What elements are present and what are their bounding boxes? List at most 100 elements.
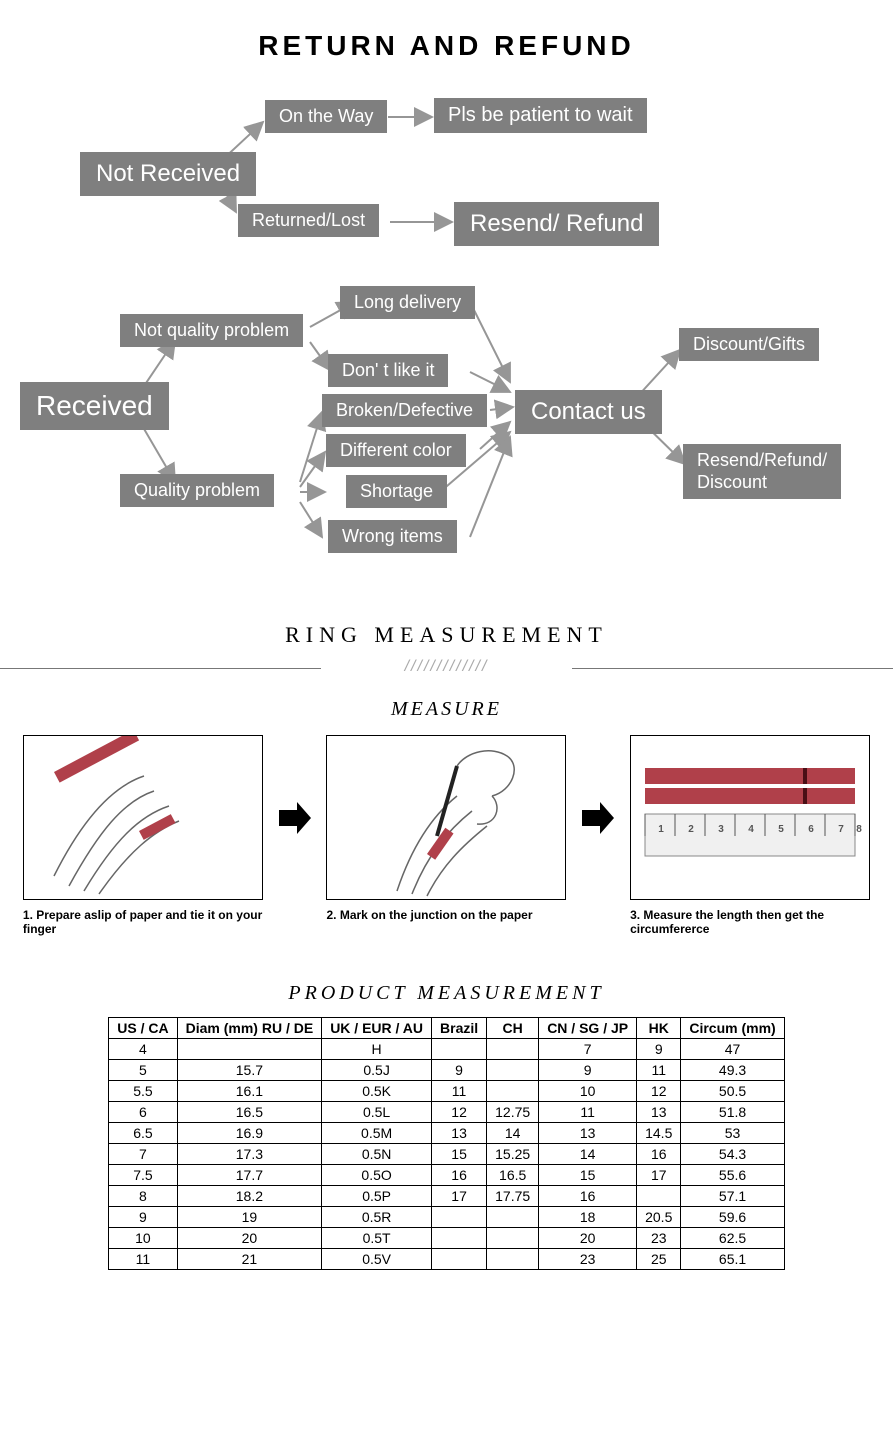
measure-step-3: 123 456 78 3. Measure the length then ge…	[630, 735, 870, 936]
table-cell: 23	[539, 1249, 637, 1270]
table-cell: 16	[539, 1186, 637, 1207]
table-cell: 13	[432, 1123, 487, 1144]
table-cell: 51.8	[681, 1102, 784, 1123]
table-cell	[487, 1228, 539, 1249]
table-cell: 17	[432, 1186, 487, 1207]
table-cell: 49.3	[681, 1060, 784, 1081]
table-cell: 18.2	[177, 1186, 322, 1207]
table-cell	[487, 1039, 539, 1060]
arrow-2	[580, 735, 616, 900]
table-cell: 16	[432, 1165, 487, 1186]
table-cell: 17.3	[177, 1144, 322, 1165]
table-cell: 21	[177, 1249, 322, 1270]
node-pls-patient: Pls be patient to wait	[434, 98, 647, 133]
table-cell: 0.5N	[322, 1144, 432, 1165]
table-cell: 62.5	[681, 1228, 784, 1249]
table-cell: 0.5J	[322, 1060, 432, 1081]
table-header: Brazil	[432, 1018, 487, 1039]
table-cell: 9	[539, 1060, 637, 1081]
size-table: US / CADiam (mm) RU / DEUK / EUR / AUBra…	[108, 1017, 784, 1270]
measure-header: MEASURE	[0, 698, 893, 721]
table-row: 6.516.90.5M13141314.553	[109, 1123, 784, 1144]
table-cell: 8	[109, 1186, 177, 1207]
measure-step-2-caption: 2. Mark on the junction on the paper	[326, 908, 566, 922]
table-cell: 12	[432, 1102, 487, 1123]
measure-illustration-2	[326, 735, 566, 900]
ring-measurement-header: RING MEASUREMENT	[0, 622, 893, 648]
table-cell: 11	[432, 1081, 487, 1102]
table-cell: 20	[177, 1228, 322, 1249]
node-quality: Quality problem	[120, 474, 274, 507]
svg-text:1: 1	[658, 824, 664, 835]
table-cell: 15	[432, 1144, 487, 1165]
table-row: 5.516.10.5K11101250.5	[109, 1081, 784, 1102]
table-cell: 6	[109, 1102, 177, 1123]
table-cell: 15.7	[177, 1060, 322, 1081]
measure-illustration-3: 123 456 78	[630, 735, 870, 900]
product-measurement-header: PRODUCT MEASUREMENT	[0, 982, 893, 1005]
table-cell	[432, 1039, 487, 1060]
svg-text:4: 4	[748, 824, 754, 835]
table-cell: 59.6	[681, 1207, 784, 1228]
table-cell: 20.5	[637, 1207, 681, 1228]
table-cell: 11	[637, 1060, 681, 1081]
table-cell: 9	[432, 1060, 487, 1081]
table-cell: 57.1	[681, 1186, 784, 1207]
table-row: 10200.5T202362.5	[109, 1228, 784, 1249]
table-header: UK / EUR / AU	[322, 1018, 432, 1039]
table-header: US / CA	[109, 1018, 177, 1039]
table-row: 9190.5R1820.559.6	[109, 1207, 784, 1228]
table-cell	[432, 1249, 487, 1270]
node-wrong-items: Wrong items	[328, 520, 457, 553]
table-cell: 47	[681, 1039, 784, 1060]
table-header: CH	[487, 1018, 539, 1039]
table-cell: 14.5	[637, 1123, 681, 1144]
table-cell	[487, 1060, 539, 1081]
table-cell: 11	[539, 1102, 637, 1123]
table-row: 4H7947	[109, 1039, 784, 1060]
table-cell: 5	[109, 1060, 177, 1081]
node-discount-gifts: Discount/Gifts	[679, 328, 819, 361]
table-cell: H	[322, 1039, 432, 1060]
table-cell: 16.5	[177, 1102, 322, 1123]
table-row: 818.20.5P1717.751657.1	[109, 1186, 784, 1207]
svg-text:6: 6	[808, 824, 814, 835]
table-row: 515.70.5J991149.3	[109, 1060, 784, 1081]
svg-text:8: 8	[856, 824, 862, 835]
table-header: Diam (mm) RU / DE	[177, 1018, 322, 1039]
measure-steps-row: 1. Prepare aslip of paper and tie it on …	[0, 735, 893, 936]
table-cell: 9	[637, 1039, 681, 1060]
node-not-received: Not Received	[80, 152, 256, 196]
table-cell: 5.5	[109, 1081, 177, 1102]
node-long-delivery: Long delivery	[340, 286, 475, 319]
table-cell: 11	[109, 1249, 177, 1270]
table-cell: 16	[637, 1144, 681, 1165]
measure-illustration-1	[23, 735, 263, 900]
table-cell: 0.5M	[322, 1123, 432, 1144]
table-cell: 13	[637, 1102, 681, 1123]
node-returned-lost: Returned/Lost	[238, 204, 379, 237]
table-cell: 12	[637, 1081, 681, 1102]
table-row: 616.50.5L1212.75111351.8	[109, 1102, 784, 1123]
svg-text:5: 5	[778, 824, 784, 835]
table-cell	[637, 1186, 681, 1207]
table-cell: 13	[539, 1123, 637, 1144]
table-cell: 55.6	[681, 1165, 784, 1186]
table-cell: 18	[539, 1207, 637, 1228]
table-cell: 12.75	[487, 1102, 539, 1123]
table-cell: 19	[177, 1207, 322, 1228]
table-cell: 15	[539, 1165, 637, 1186]
table-cell	[432, 1207, 487, 1228]
table-row: 717.30.5N1515.25141654.3	[109, 1144, 784, 1165]
table-cell: 20	[539, 1228, 637, 1249]
table-cell: 0.5K	[322, 1081, 432, 1102]
node-diff-color: Different color	[326, 434, 466, 467]
table-cell: 14	[539, 1144, 637, 1165]
page-title: RETURN AND REFUND	[0, 0, 893, 82]
table-header: CN / SG / JP	[539, 1018, 637, 1039]
node-contact-us: Contact us	[515, 390, 662, 434]
table-cell: 65.1	[681, 1249, 784, 1270]
table-cell: 17.75	[487, 1186, 539, 1207]
node-broken: Broken/Defective	[322, 394, 487, 427]
svg-text:2: 2	[688, 824, 694, 835]
